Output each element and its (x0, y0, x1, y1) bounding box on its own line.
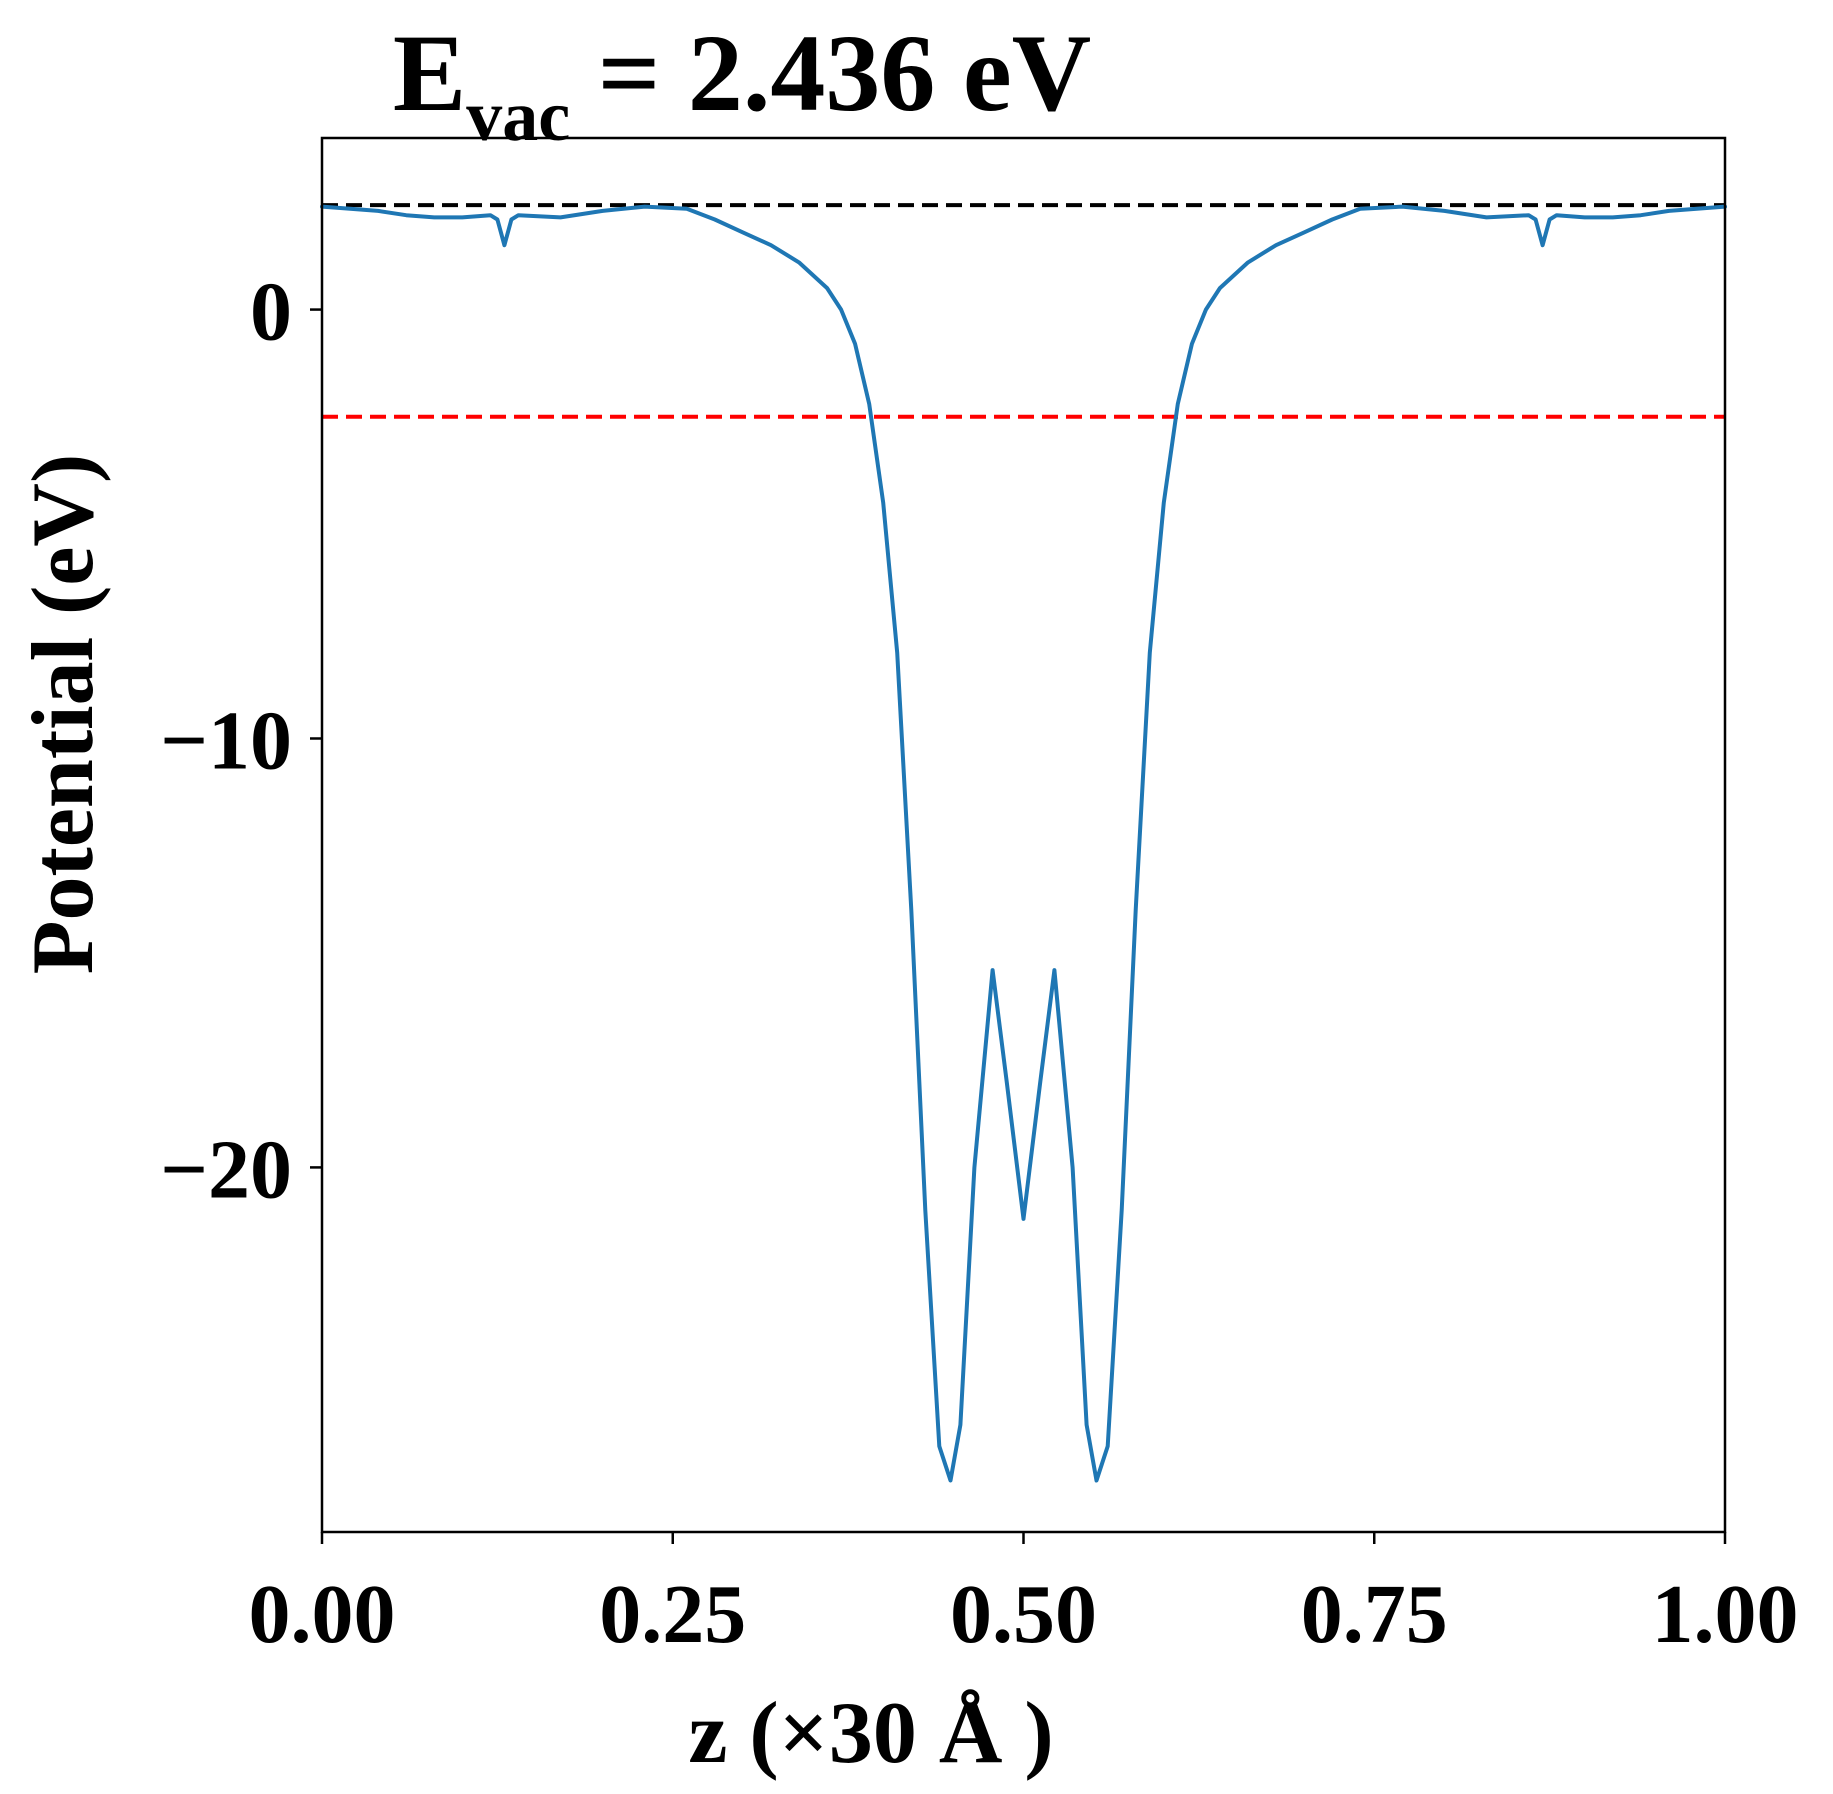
x-tick-label: 1.00 (1652, 1568, 1799, 1661)
x-axis-label: z (×30 Å ) (688, 1685, 1053, 1782)
chart-title-prefix: E (393, 12, 466, 134)
x-tick-label: 0.75 (1301, 1568, 1448, 1661)
x-axis: 0.00 0.25 0.50 0.75 1.00 (249, 1532, 1799, 1661)
reference-lines (322, 203, 1725, 419)
chart-title-suffix: = 2.436 eV (570, 12, 1091, 134)
x-tick-label: 0.50 (950, 1568, 1097, 1661)
x-tick-label: 0.00 (249, 1568, 396, 1661)
series-layer (320, 204, 1727, 1483)
y-axis-label: Potential (eV) (15, 454, 112, 974)
y-axis: 0 −10 −20 (160, 266, 322, 1216)
x-tick-label: 0.25 (599, 1568, 746, 1661)
chart-title: Evac = 2.436 eV (393, 12, 1091, 156)
y-tick-label: −20 (160, 1123, 292, 1216)
chart-title-subscript: vac (466, 76, 570, 156)
y-tick-label: 0 (250, 266, 292, 359)
series-line-0 (320, 204, 1727, 1483)
y-tick-label: −10 (160, 694, 292, 787)
